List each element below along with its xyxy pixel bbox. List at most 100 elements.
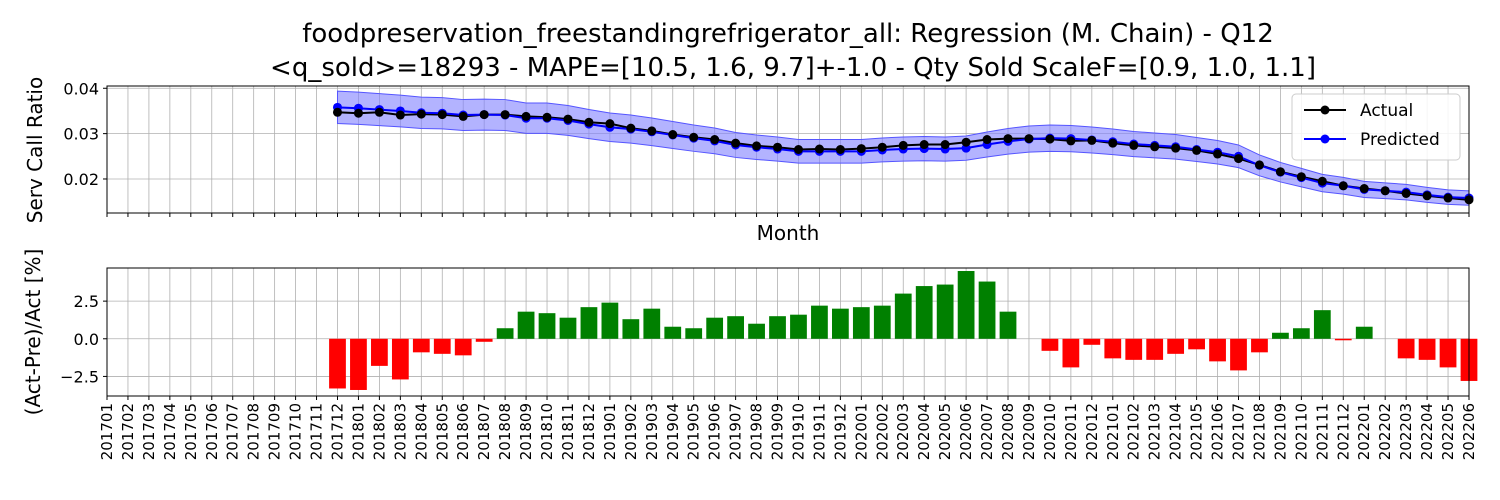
- actual-point: [395, 110, 405, 120]
- top-y-axis-label: Serv Call Ratio: [23, 77, 47, 223]
- x-tick-label: 201708: [245, 403, 263, 460]
- actual-point: [332, 107, 342, 117]
- actual-point: [458, 111, 468, 121]
- x-tick-label: 202103: [1146, 403, 1164, 460]
- actual-point: [898, 140, 908, 150]
- x-tick-label: 202011: [1062, 403, 1080, 460]
- actual-point: [563, 114, 573, 124]
- error-bar: [832, 308, 849, 339]
- error-bar: [622, 319, 640, 339]
- x-tick-label: 202203: [1397, 403, 1415, 460]
- chart-title-line1: foodpreservation_freestandingrefrigerato…: [302, 19, 1274, 49]
- x-tick-label: 201908: [748, 403, 766, 460]
- error-bar: [559, 317, 577, 339]
- x-tick-label: 202112: [1334, 403, 1352, 460]
- actual-point: [1192, 145, 1202, 155]
- error-bar: [433, 338, 451, 354]
- actual-point: [521, 111, 531, 121]
- actual-point: [1254, 160, 1264, 170]
- error-bar: [769, 316, 786, 339]
- x-tick-label: 201911: [810, 403, 828, 460]
- x-tick-label: 201702: [119, 403, 137, 460]
- actual-point: [1066, 136, 1076, 146]
- actual-point: [416, 109, 426, 119]
- x-tick-label: 202109: [1271, 403, 1289, 460]
- top-series-group: [332, 102, 1474, 205]
- actual-point: [982, 135, 992, 145]
- x-tick-label: 202110: [1292, 403, 1310, 460]
- actual-point: [1213, 149, 1223, 159]
- x-tick-label: 201709: [266, 403, 284, 460]
- error-bar: [706, 317, 724, 339]
- actual-point: [710, 135, 720, 145]
- bottom-y-ticks: −2.5 0.0 2.5: [60, 292, 107, 386]
- error-bar: [790, 314, 807, 339]
- actual-point: [919, 140, 929, 150]
- error-bar: [496, 328, 514, 339]
- bar-group: [329, 271, 1478, 390]
- actual-point: [1296, 172, 1306, 182]
- chart-title-line2: <q_sold>=18293 - MAPE=[10.5, 1.6, 9.7]+-…: [270, 53, 1316, 83]
- x-tick-label: 201806: [454, 403, 472, 460]
- x-tick-label: 201701: [98, 403, 116, 460]
- x-tick-label: 201912: [831, 403, 849, 460]
- error-bar: [957, 271, 975, 339]
- x-tick-label: 201807: [475, 403, 493, 460]
- error-bar: [1313, 310, 1331, 339]
- error-bar: [371, 338, 388, 366]
- error-bar: [517, 311, 535, 339]
- x-tick-label: 202008: [999, 403, 1017, 460]
- x-tick-label: 201903: [643, 403, 661, 460]
- actual-point: [835, 145, 845, 154]
- actual-point: [773, 142, 783, 152]
- bottom-y-tick-label: 2.5: [74, 292, 99, 311]
- x-tick-label: 202002: [873, 403, 891, 460]
- x-tick-label: 201704: [161, 403, 179, 460]
- top-y-tick-label: 0.04: [63, 79, 99, 98]
- x-tick-label: 201703: [140, 403, 158, 460]
- x-tick-label: 201812: [580, 403, 598, 460]
- actual-point: [1401, 188, 1411, 198]
- error-bar: [1146, 338, 1164, 360]
- actual-point: [1129, 140, 1139, 150]
- x-tick-label: 201905: [685, 403, 703, 460]
- x-tick-label: 202104: [1167, 403, 1185, 460]
- error-bar: [538, 313, 556, 339]
- error-bar: [329, 338, 346, 389]
- error-bar: [1125, 338, 1143, 360]
- actual-point: [877, 142, 887, 152]
- x-tick-label: 201705: [182, 403, 200, 460]
- actual-point: [668, 130, 678, 140]
- bottom-bar-chart: −2.50.02.5 201701 201702 201703 201704 20170…: [21, 249, 1478, 461]
- x-tick-label: 202105: [1188, 403, 1206, 460]
- x-tick-label: 202205: [1439, 403, 1457, 460]
- error-bar: [475, 338, 493, 342]
- top-y-tick-label: 0.03: [63, 125, 99, 144]
- x-tick-label: 202006: [957, 403, 975, 460]
- error-bar: [580, 307, 598, 339]
- x-tick-label: 201706: [203, 403, 221, 460]
- actual-point: [353, 108, 363, 118]
- actual-point: [500, 110, 510, 120]
- error-bar: [1334, 338, 1352, 341]
- legend-actual-label: Actual: [1360, 101, 1413, 121]
- actual-point: [1171, 143, 1181, 153]
- actual-point: [542, 112, 552, 122]
- legend-predicted-marker: [1320, 134, 1330, 144]
- bottom-y-tick-label: −2.5: [60, 367, 99, 386]
- actual-point: [437, 110, 447, 120]
- error-bar: [978, 281, 996, 339]
- x-tick-label: 201707: [224, 403, 242, 460]
- error-bar: [1292, 328, 1310, 339]
- error-bar: [999, 311, 1017, 339]
- x-tick-label: 202005: [936, 403, 954, 460]
- actual-point: [1443, 193, 1453, 203]
- bottom-plot-frame: [106, 267, 1470, 397]
- x-tick-label: 201907: [727, 403, 745, 460]
- x-tick-label: 202007: [978, 403, 996, 460]
- error-bar: [1167, 338, 1185, 354]
- actual-point: [856, 144, 866, 154]
- actual-point: [814, 144, 824, 154]
- error-bar: [915, 286, 933, 339]
- error-bar: [1355, 326, 1373, 339]
